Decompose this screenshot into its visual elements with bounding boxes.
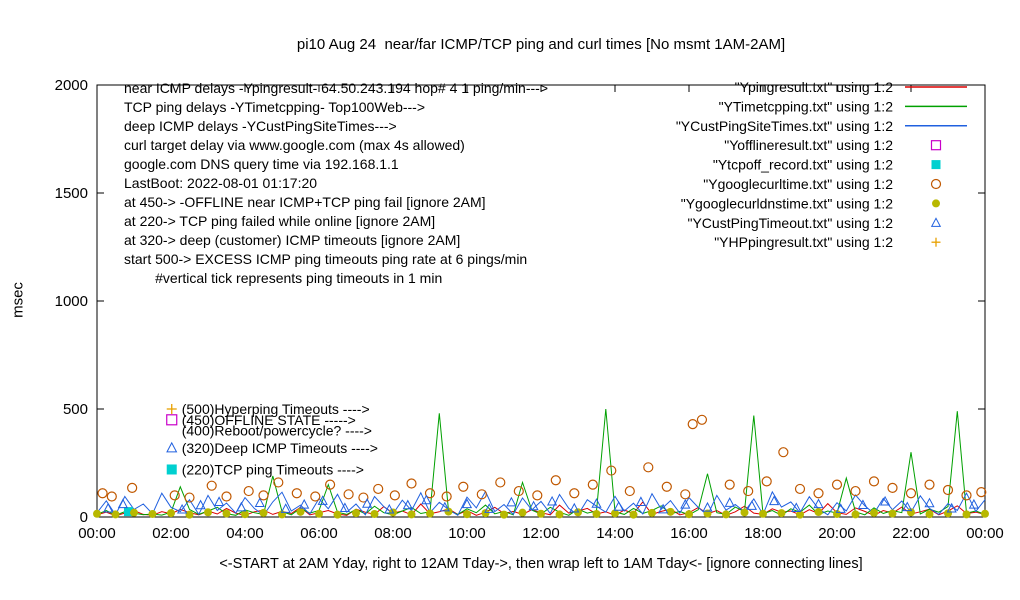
- x-tick-label: 14:00: [596, 525, 634, 542]
- plot-notes: near ICMP delays -Ypingresult- 64.50.243…: [124, 79, 548, 288]
- annotation-label: (400)Reboot/powercycle? ---->: [182, 423, 372, 439]
- chart-title: pi10 Aug 24 near/far ICMP/TCP ping and c…: [296, 36, 786, 53]
- plot-note-line: curl target delay via www.google.com (ma…: [124, 137, 465, 153]
- annotation-label: (320)Deep ICMP Timeouts ---->: [182, 440, 378, 456]
- y-tick-label: 1000: [55, 293, 88, 310]
- x-tick-label: 08:00: [374, 525, 412, 542]
- legend: "Ypingresult.txt" using 1:2 "YTimetcpping…: [676, 79, 967, 250]
- legend-label: "Ygooglecurldnstime.txt" using 1:2: [681, 195, 893, 211]
- x-tick-label: 10:00: [448, 525, 486, 542]
- plot-note-line: LastBoot: 2022-08-01 01:17:20: [124, 175, 318, 191]
- x-tick-label: 12:00: [522, 525, 560, 542]
- plot-note-line: TCP ping delays -YTimetcpping- Top100Web…: [124, 99, 426, 115]
- annotation-label: (500)Hyperping Timeouts ---->: [182, 401, 370, 417]
- annotation: (500)Hyperping Timeouts ---->: [166, 401, 370, 417]
- annotation: (320)Deep ICMP Timeouts ---->: [166, 440, 378, 456]
- legend-label: "YCustPingSiteTimes.txt" using 1:2: [676, 118, 893, 134]
- x-tick-label: 00:00: [966, 525, 1004, 542]
- x-tick-label: 22:00: [892, 525, 930, 542]
- legend-label: "Yofflineresult.txt" using 1:2: [724, 137, 893, 153]
- y-tick-label: 0: [80, 509, 88, 526]
- series-tcp-offline-record: [123, 507, 133, 517]
- legend-label: "Ytcpoff_record.txt" using 1:2: [713, 157, 893, 173]
- plot-note-line: near ICMP delays -Ypingresult- 64.50.243…: [124, 80, 549, 96]
- annotation: (450)OFFLINE STATE ----->: [166, 412, 356, 428]
- plot-note-line: google.com DNS query time via 192.168.1.…: [124, 156, 399, 172]
- annotation: (400)Reboot/powercycle? ---->: [182, 423, 372, 439]
- x-axis-label: <-START at 2AM Yday, right to 12AM Tday-…: [219, 556, 863, 572]
- plot-note-line: #vertical tick represents ping timeouts …: [124, 270, 443, 286]
- x-tick-label: 00:00: [78, 525, 116, 542]
- plot-note-line: deep ICMP delays -YCustPingSiteTimes--->: [124, 118, 397, 134]
- legend-label: "YHPpingresult.txt" using 1:2: [714, 234, 893, 250]
- x-tick-label: 20:00: [818, 525, 856, 542]
- series-cust-ping-timeout: [102, 494, 980, 514]
- y-tick-label: 2000: [55, 77, 88, 94]
- plot-note-line: at 450-> -OFFLINE near ICMP+TCP ping fai…: [124, 194, 486, 210]
- x-tick-label: 06:00: [300, 525, 338, 542]
- x-tick-label: 04:00: [226, 525, 264, 542]
- x-tick-label: 18:00: [744, 525, 782, 542]
- annotation-label: (220)TCP ping Timeouts ---->: [182, 461, 364, 477]
- series-google-curl-time: [97, 414, 987, 503]
- x-tick-label: 02:00: [152, 525, 190, 542]
- x-tick-label: 16:00: [670, 525, 708, 542]
- annotation-label: (450)OFFLINE STATE ----->: [182, 412, 356, 428]
- plot-note-line: start 500-> EXCESS ICMP ping timeouts pi…: [124, 251, 528, 267]
- legend-label: "Ypingresult.txt" using 1:2: [735, 79, 894, 95]
- plot-note-line: at 220-> TCP ping failed while online [i…: [124, 213, 436, 229]
- y-tick-label: 1500: [55, 185, 88, 202]
- plot-note-line: at 320-> deep (customer) ICMP timeouts […: [124, 232, 461, 248]
- series-deep-icmp: [96, 490, 986, 517]
- y-tick-label: 500: [63, 401, 88, 418]
- legend-label: "Ygooglecurltime.txt" using 1:2: [703, 176, 893, 192]
- legend-label: "YCustPingTimeout.txt" using 1:2: [687, 215, 893, 231]
- annotation: (220)TCP ping Timeouts ---->: [166, 461, 364, 477]
- legend-label: "YTimetcpping.txt" using 1:2: [719, 98, 894, 114]
